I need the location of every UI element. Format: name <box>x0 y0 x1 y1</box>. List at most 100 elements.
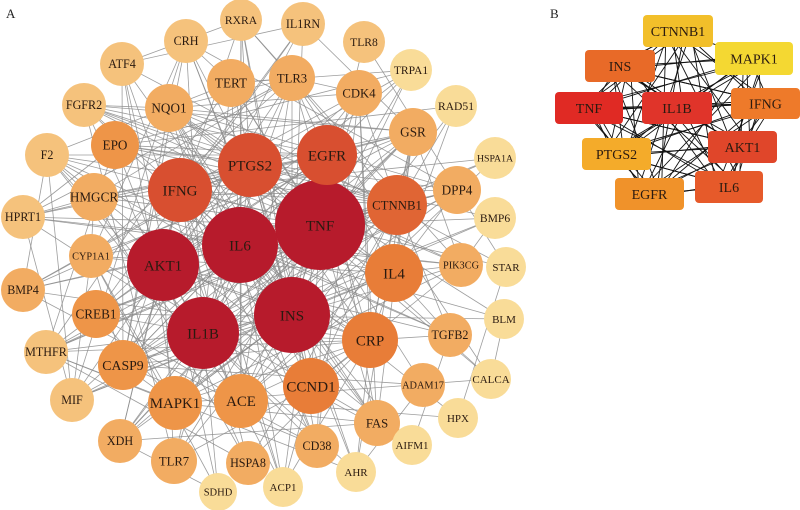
node-crp[interactable]: CRP <box>342 312 398 368</box>
node-label: CDK4 <box>342 86 376 100</box>
node-circle <box>220 0 262 41</box>
edge <box>22 216 73 401</box>
node-tlr8[interactable]: TLR8 <box>343 21 385 63</box>
node-hspa1a[interactable]: HSPA1A <box>474 137 516 179</box>
edge <box>46 154 204 334</box>
node-cd38[interactable]: CD38 <box>295 424 339 468</box>
node-label: GSR <box>400 125 426 140</box>
node-label: BMP4 <box>7 283 39 297</box>
node-il1b[interactable]: IL1B <box>167 297 239 369</box>
node-tlr3[interactable]: TLR3 <box>269 55 315 101</box>
edge <box>358 92 378 424</box>
node-fgfr2[interactable]: FGFR2 <box>62 83 106 127</box>
node-ifng[interactable]: IFNG <box>148 158 212 222</box>
hub-node-label: MAPK1 <box>730 53 777 68</box>
node-aifm1[interactable]: AIFM1 <box>392 425 432 465</box>
node-tnf[interactable]: TNF <box>275 180 365 270</box>
node-circle <box>484 299 524 339</box>
hub-node-il1b[interactable]: IL1B <box>642 92 712 124</box>
node-mif[interactable]: MIF <box>50 378 94 422</box>
node-gsr[interactable]: GSR <box>389 108 437 156</box>
hub-node-ptgs2[interactable]: PTGS2 <box>582 138 651 170</box>
node-circle <box>69 234 113 278</box>
hub-node-ifng[interactable]: IFNG <box>731 88 800 119</box>
node-epo[interactable]: EPO <box>91 121 139 169</box>
panel-b-nodes: CTNNB1 INS MAPK1 TNF IL1B IFNG PTGS2 AKT1 EGFR IL… <box>555 15 800 210</box>
node-il4[interactable]: IL4 <box>365 244 423 302</box>
node-hpx[interactable]: HPX <box>438 398 478 438</box>
hub-node-ins[interactable]: INS <box>585 50 655 82</box>
node-tgfb2[interactable]: TGFB2 <box>428 313 472 357</box>
node-egfr[interactable]: EGFR <box>297 125 357 185</box>
node-ctnnb1[interactable]: CTNNB1 <box>367 175 427 235</box>
edge <box>310 204 398 387</box>
node-tlr7[interactable]: TLR7 <box>151 438 197 484</box>
node-circle <box>24 330 68 374</box>
node-circle <box>343 21 385 63</box>
node-pik3cg[interactable]: PIK3CG <box>439 243 483 287</box>
node-cyp1a1[interactable]: CYP1A1 <box>69 234 113 278</box>
node-label: CYP1A1 <box>72 252 110 263</box>
node-atf4[interactable]: ATF4 <box>100 42 144 86</box>
node-label: CRP <box>356 333 384 349</box>
node-bmp6[interactable]: BMP6 <box>474 197 516 239</box>
hub-node-akt1[interactable]: AKT1 <box>708 131 777 163</box>
node-ins[interactable]: INS <box>254 277 330 353</box>
node-hspa8[interactable]: HSPA8 <box>226 441 270 485</box>
node-label: BMP6 <box>480 212 510 225</box>
node-tert[interactable]: TERT <box>207 59 255 107</box>
node-label: TLR3 <box>277 71 307 85</box>
node-adam17[interactable]: ADAM17 <box>401 363 445 407</box>
node-star[interactable]: STAR <box>486 247 526 287</box>
hub-node-label: PTGS2 <box>596 148 637 163</box>
node-circle <box>50 378 94 422</box>
node-bmp4[interactable]: BMP4 <box>1 268 45 312</box>
node-casp9[interactable]: CASP9 <box>98 340 148 390</box>
node-f2[interactable]: F2 <box>25 133 69 177</box>
node-calca[interactable]: CALCA <box>471 359 511 399</box>
node-mapk1[interactable]: MAPK1 <box>148 376 202 430</box>
node-circle <box>389 108 437 156</box>
node-nqo1[interactable]: NQO1 <box>145 84 193 132</box>
node-hprt1[interactable]: HPRT1 <box>1 195 45 239</box>
hub-node-il6[interactable]: IL6 <box>695 171 763 203</box>
node-blm[interactable]: BLM <box>484 299 524 339</box>
node-sdhd[interactable]: SDHD <box>199 473 237 510</box>
hub-node-egfr[interactable]: EGFR <box>615 178 684 210</box>
hub-node-mapk1[interactable]: MAPK1 <box>715 42 793 75</box>
hub-node-ctnnb1[interactable]: CTNNB1 <box>643 15 713 47</box>
node-ccnd1[interactable]: CCND1 <box>283 358 339 414</box>
edge <box>122 69 412 366</box>
node-ace[interactable]: ACE <box>214 374 268 428</box>
node-rxra[interactable]: RXRA <box>220 0 262 41</box>
node-crh[interactable]: CRH <box>164 19 208 63</box>
edge <box>630 68 640 192</box>
node-trpa1[interactable]: TRPA1 <box>390 49 432 91</box>
node-circle <box>263 467 303 507</box>
node-label: ATF4 <box>108 57 136 71</box>
node-rad51[interactable]: RAD51 <box>435 85 477 127</box>
node-akt1[interactable]: AKT1 <box>127 229 199 301</box>
node-cdk4[interactable]: CDK4 <box>336 70 382 116</box>
node-il6[interactable]: IL6 <box>202 207 278 283</box>
hub-node-tnf[interactable]: TNF <box>555 92 623 124</box>
node-xdh[interactable]: XDH <box>98 419 142 463</box>
node-il1rn[interactable]: IL1RN <box>281 2 325 46</box>
node-circle <box>428 313 472 357</box>
node-fas[interactable]: FAS <box>354 400 400 446</box>
node-creb1[interactable]: CREB1 <box>72 290 120 338</box>
node-dpp4[interactable]: DPP4 <box>433 166 481 214</box>
node-circle <box>471 359 511 399</box>
node-label: STAR <box>492 262 520 274</box>
node-circle <box>254 277 330 353</box>
node-mthfr[interactable]: MTHFR <box>24 330 68 374</box>
node-label: TRPA1 <box>394 64 429 77</box>
node-ptgs2[interactable]: PTGS2 <box>218 133 282 197</box>
node-acp1[interactable]: ACP1 <box>263 467 303 507</box>
node-ahr[interactable]: AHR <box>336 452 376 492</box>
hub-node-box <box>715 42 793 75</box>
node-hmgcr[interactable]: HMGCR <box>70 173 119 221</box>
node-label: IL4 <box>383 266 405 282</box>
edge <box>22 289 318 447</box>
node-label: BLM <box>492 314 516 326</box>
